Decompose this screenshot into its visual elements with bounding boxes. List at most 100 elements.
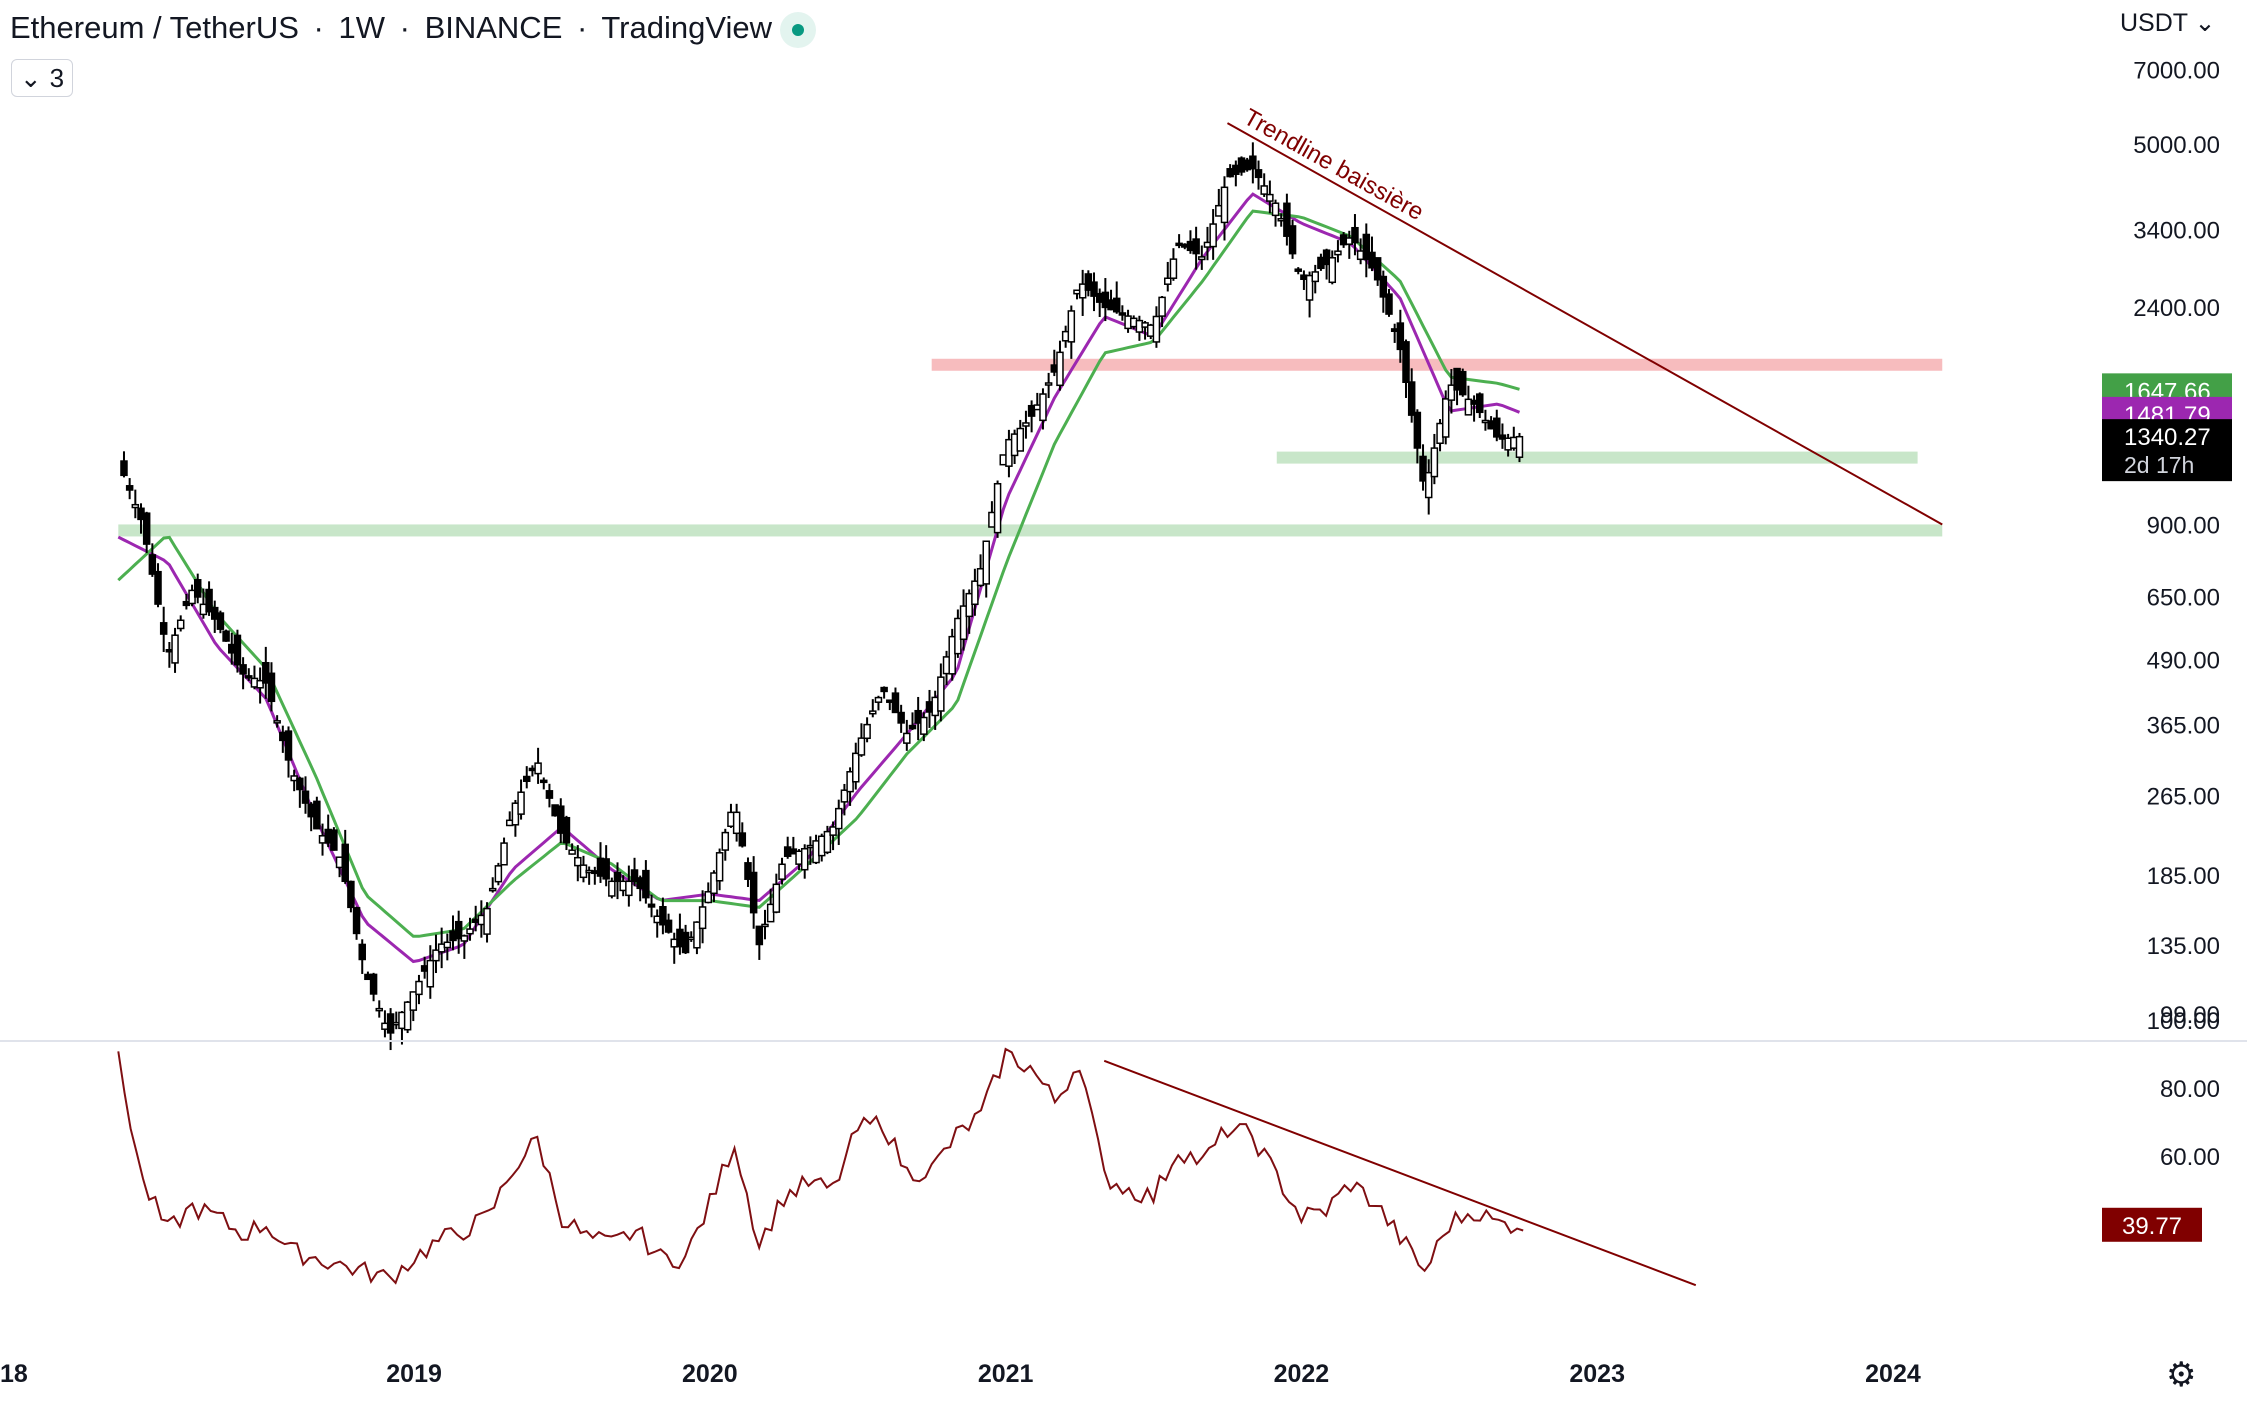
- exchange: BINANCE: [424, 10, 563, 45]
- candle-body: [1112, 297, 1121, 313]
- candle-body: [267, 672, 276, 703]
- candle-body: [1407, 381, 1416, 416]
- candle-body: [1424, 471, 1433, 499]
- candle-body: [352, 907, 361, 935]
- candle-body: [142, 512, 151, 545]
- candle-body: [347, 880, 355, 909]
- candle-body: [840, 789, 849, 803]
- currency-selector[interactable]: USDT ⌄: [2120, 9, 2216, 37]
- candle-body: [568, 849, 576, 855]
- candle-body: [245, 675, 253, 679]
- candle-body: [1027, 404, 1036, 417]
- candle-body: [1220, 186, 1229, 224]
- rsi-last-value: 39.77: [2122, 1213, 2182, 1240]
- candle-body: [125, 485, 134, 491]
- candle-body: [908, 724, 917, 730]
- candle-body: [613, 871, 622, 883]
- price-tick-label: 365.00: [2147, 713, 2220, 740]
- price-tick-label: 185.00: [2147, 863, 2220, 890]
- candle-body: [1039, 393, 1047, 422]
- candle-body: [642, 869, 650, 899]
- candle-body: [1209, 223, 1217, 248]
- candle-body: [761, 923, 769, 928]
- rsi-last-value-badge: [2102, 1207, 2202, 1242]
- candle-body: [222, 630, 230, 642]
- candle-body: [1498, 434, 1507, 440]
- indicators-toggle-button[interactable]: ⌄ 3: [11, 59, 73, 97]
- candle-body: [454, 920, 463, 940]
- candle-body: [891, 692, 900, 714]
- candle-body: [522, 775, 531, 782]
- candle-body: [403, 1001, 412, 1031]
- price-tick-label: 3400.00: [2133, 218, 2220, 245]
- candle-body: [704, 891, 713, 904]
- market-status-icon[interactable]: [780, 12, 816, 48]
- time-tick-label: 2023: [1569, 1360, 1625, 1388]
- candle-body: [897, 711, 905, 724]
- time-tick-label: 18: [0, 1360, 28, 1388]
- candle-body: [903, 732, 911, 744]
- candle-body: [273, 720, 281, 724]
- candle-body: [1373, 257, 1382, 281]
- price-tick-label: 490.00: [2147, 647, 2220, 674]
- price-tick-label: 2400.00: [2133, 295, 2220, 322]
- candle-body: [829, 826, 837, 836]
- candle-body: [1078, 283, 1087, 299]
- time-axis[interactable]: 18 2019 2020 2021 2022 2023 2024: [0, 1360, 1921, 1388]
- candle-body: [948, 635, 956, 675]
- rsi-tick-label: 80.00: [2160, 1076, 2220, 1103]
- candle-body: [1118, 312, 1127, 316]
- candle-body: [1385, 293, 1393, 315]
- candle-body: [971, 580, 979, 606]
- candle-body: [863, 723, 871, 740]
- price-tick-label: 7000.00: [2133, 58, 2220, 85]
- candle-body: [500, 842, 508, 866]
- rsi-line: [117, 1047, 1524, 1285]
- candle-body: [857, 737, 866, 756]
- candle-body: [625, 880, 633, 897]
- candle-body: [574, 856, 582, 867]
- candle-body: [1016, 427, 1025, 452]
- candle-body: [874, 696, 883, 703]
- candle-body: [1379, 275, 1388, 298]
- candle-body: [698, 906, 707, 930]
- candle-body: [659, 905, 667, 926]
- candle-body: [1288, 225, 1297, 255]
- candle-body: [1067, 310, 1076, 343]
- candle-body: [1271, 202, 1280, 217]
- candle-body: [341, 843, 349, 883]
- candle-body: [1334, 250, 1342, 256]
- time-tick-label: 2024: [1865, 1360, 1921, 1388]
- candle-body: [205, 588, 213, 613]
- candle-body: [766, 903, 775, 923]
- candle-body: [1441, 398, 1450, 438]
- gear-icon[interactable]: ⚙: [2166, 1356, 2197, 1394]
- candle-body: [460, 935, 469, 942]
- candle-body: [1458, 370, 1467, 396]
- candle-body: [171, 634, 179, 664]
- candle-body: [301, 790, 310, 804]
- trendline-line: [1226, 122, 1943, 526]
- candle-body: [1283, 202, 1291, 237]
- price-axis[interactable]: 7000.00 5000.00 3400.00 2400.00 900.00 650.00…: [2133, 58, 2220, 1029]
- candle-body: [1022, 422, 1030, 427]
- time-tick-label: 2022: [1274, 1360, 1330, 1388]
- candle-body: [216, 612, 225, 630]
- candle-body: [1249, 155, 1257, 170]
- rsi-axis: 100.00 80.00 60.00 39.77: [2102, 1008, 2220, 1242]
- candle-body: [375, 1007, 384, 1012]
- candle-body: [710, 872, 718, 895]
- interval[interactable]: 1W: [338, 10, 385, 45]
- price-tick-label: 5000.00: [2133, 132, 2220, 159]
- candle-body: [602, 858, 610, 880]
- time-tick-label: 2020: [682, 1360, 738, 1388]
- candle-body: [959, 605, 968, 641]
- candle-body: [772, 883, 781, 913]
- candle-body: [148, 554, 157, 575]
- symbol-name[interactable]: Ethereum / TetherUS: [10, 10, 299, 45]
- candle-body: [540, 779, 548, 784]
- candle-body: [1158, 296, 1166, 317]
- rsi-trendline: [1103, 1059, 1697, 1287]
- candle-body: [937, 676, 945, 712]
